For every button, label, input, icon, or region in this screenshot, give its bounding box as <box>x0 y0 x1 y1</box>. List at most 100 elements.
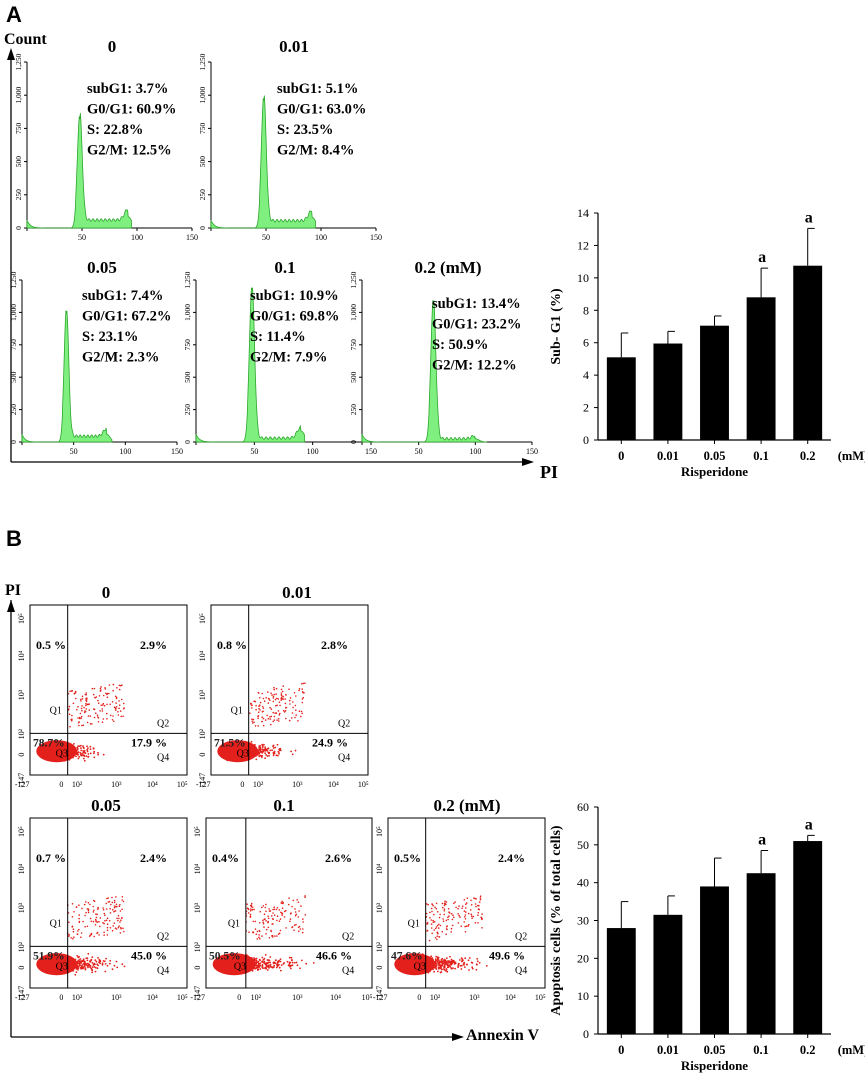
scatter-point <box>80 713 82 715</box>
scatter-point <box>112 909 114 911</box>
scatter-point <box>259 911 261 913</box>
scatter-point <box>104 913 106 915</box>
scatter-point <box>123 931 125 933</box>
scatter-point <box>107 930 109 932</box>
scatter-point <box>83 964 85 966</box>
histogram-x-tick-label: 100 <box>307 447 319 456</box>
scatter-point <box>271 694 273 696</box>
histogram-y-tick-label: 250 <box>183 404 192 416</box>
bar-y-tick-label: 10 <box>577 271 589 285</box>
panel-b-y-arrow <box>7 600 15 612</box>
scatter-point <box>276 719 278 721</box>
scatter-point <box>266 750 268 752</box>
scatter-point <box>285 927 287 929</box>
scatter-point <box>294 692 296 694</box>
scatter-point <box>116 706 118 708</box>
scatter-point <box>248 912 250 914</box>
scatter-point <box>97 754 99 756</box>
scatter-point <box>79 964 81 966</box>
scatter-point <box>83 724 85 726</box>
histogram-y-tick-label: 250 <box>9 404 18 416</box>
scatter-point <box>301 960 303 962</box>
scatter-point <box>257 716 259 718</box>
scatter-point <box>85 705 87 707</box>
scatter-point <box>93 694 95 696</box>
scatter-point <box>275 962 277 964</box>
scatter-point <box>269 965 271 967</box>
scatter-point <box>264 757 266 759</box>
histogram-y-tick-label: 0 <box>183 440 192 444</box>
scatter-y-tick-label: 10⁵ <box>198 613 207 624</box>
scatter-point <box>302 921 304 923</box>
scatter-point <box>279 932 281 934</box>
scatter-point <box>95 712 97 714</box>
bar-xlabel: Risperidone <box>681 464 748 479</box>
scatter-point <box>86 755 88 757</box>
scatter-point <box>112 701 114 703</box>
histogram-stat: G0/G1: 63.0% <box>277 102 366 118</box>
scatter-point <box>84 710 86 712</box>
scatter-point <box>77 706 79 708</box>
scatter-q4-name: Q4 <box>342 965 354 976</box>
scatter-point <box>108 901 110 903</box>
scatter-point <box>265 907 267 909</box>
scatter-point <box>289 720 291 722</box>
scatter-point <box>299 710 301 712</box>
scatter-point <box>259 753 261 755</box>
scatter-point <box>119 704 121 706</box>
scatter-q3-name: Q3 <box>234 961 246 972</box>
scatter-x-tick-label: 0 <box>240 780 244 789</box>
scatter-point <box>253 909 255 911</box>
scatter-point <box>446 957 448 959</box>
scatter-q2-name: Q2 <box>157 931 169 942</box>
scatter-point <box>266 715 268 717</box>
scatter-point <box>119 905 121 907</box>
scatter-point <box>261 961 263 963</box>
scatter-point <box>276 920 278 922</box>
scatter-point <box>267 691 269 693</box>
scatter-point <box>285 703 287 705</box>
scatter-point <box>298 916 300 918</box>
scatter-x-tick-label: 10⁴ <box>147 780 158 789</box>
scatter-point <box>269 700 271 702</box>
scatter-point <box>274 712 276 714</box>
histogram-stat: G2/M: 8.4% <box>277 143 354 159</box>
scatter-point <box>295 714 297 716</box>
scatter-point <box>261 755 263 757</box>
scatter-point <box>269 956 271 958</box>
bar-y-tick-label: 6 <box>583 336 589 350</box>
scatter-point <box>472 968 474 970</box>
scatter-point <box>459 959 461 961</box>
scatter-point <box>93 910 95 912</box>
scatter-x-tick-label: 0 <box>59 993 63 1002</box>
scatter-point <box>441 958 443 960</box>
scatter-point <box>114 922 116 924</box>
scatter-point <box>259 748 261 750</box>
scatter-point <box>81 708 83 710</box>
scatter-point <box>285 698 287 700</box>
scatter-point <box>94 717 96 719</box>
scatter-point <box>259 959 261 961</box>
histogram-y-tick-label: 1,000 <box>14 87 23 104</box>
scatter-point <box>75 691 77 693</box>
scatter-point <box>268 908 270 910</box>
scatter-point <box>93 966 95 968</box>
scatter-point <box>109 920 111 922</box>
scatter-point <box>84 926 86 928</box>
scatter-point <box>123 901 125 903</box>
scatter-point <box>118 925 120 927</box>
scatter-point <box>263 718 265 720</box>
scatter-point <box>89 709 91 711</box>
scatter-point <box>87 722 89 724</box>
scatter-point <box>97 752 99 754</box>
histogram-stat: subG1: 7.4% <box>82 288 163 304</box>
scatter-point <box>291 906 293 908</box>
scatter-y-tick-label: 0 <box>193 966 202 970</box>
histogram-y-tick-label: 1,000 <box>349 304 358 321</box>
scatter-point <box>110 912 112 914</box>
scatter-point <box>279 705 281 707</box>
scatter-point <box>69 690 71 692</box>
histogram-x-tick-label: 50 <box>262 233 270 242</box>
